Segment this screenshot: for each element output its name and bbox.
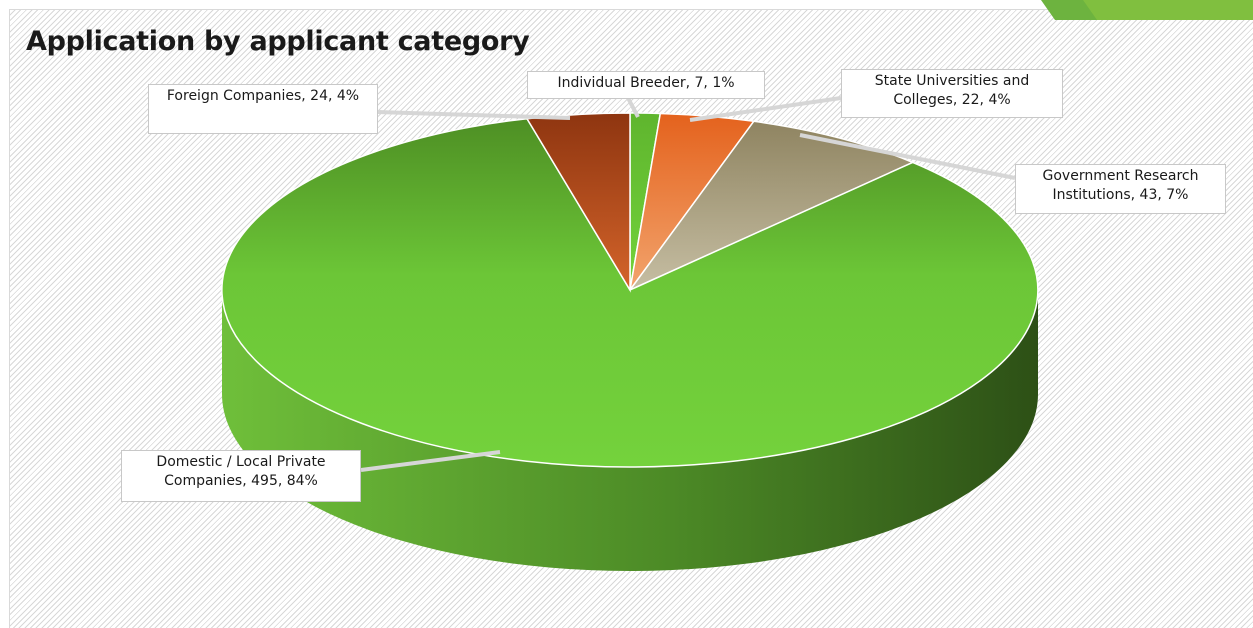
pie-slice-domestic-private [221,117,1039,468]
pie-slice-foreign-companies [525,112,631,293]
data-label-foreign-companies: Foreign Companies, 24, 4% [148,84,378,134]
data-label-state-universities: State Universities and Colleges, 22, 4% [841,69,1063,118]
pie-side-wall [222,290,1038,571]
data-label-text: State Universities and Colleges, 22, 4% [874,73,1030,108]
slide-corner-accent [1041,0,1253,20]
leader-line-government-research [799,133,1016,180]
data-label-text: Foreign Companies, 24, 4% [166,88,360,104]
pie-slice-government-research [627,120,915,292]
data-label-domestic-private: Domestic / Local Private Companies, 495,… [121,450,361,502]
data-label-text: Individual Breeder, 7, 1% [557,75,735,91]
data-label-text: Government Research Institutions, 43, 7% [1042,168,1199,203]
chart-title: Application by applicant category [26,26,530,57]
data-label-text: Domestic / Local Private Companies, 495,… [156,454,326,489]
data-label-government-research: Government Research Institutions, 43, 7% [1015,164,1226,214]
data-label-individual-breeder: Individual Breeder, 7, 1% [527,71,765,99]
leader-line-foreign-companies [377,110,571,120]
leader-line-state-universities [689,96,842,122]
leader-line-individual-breeder [626,97,640,118]
leader-line-domestic-private [360,450,501,472]
